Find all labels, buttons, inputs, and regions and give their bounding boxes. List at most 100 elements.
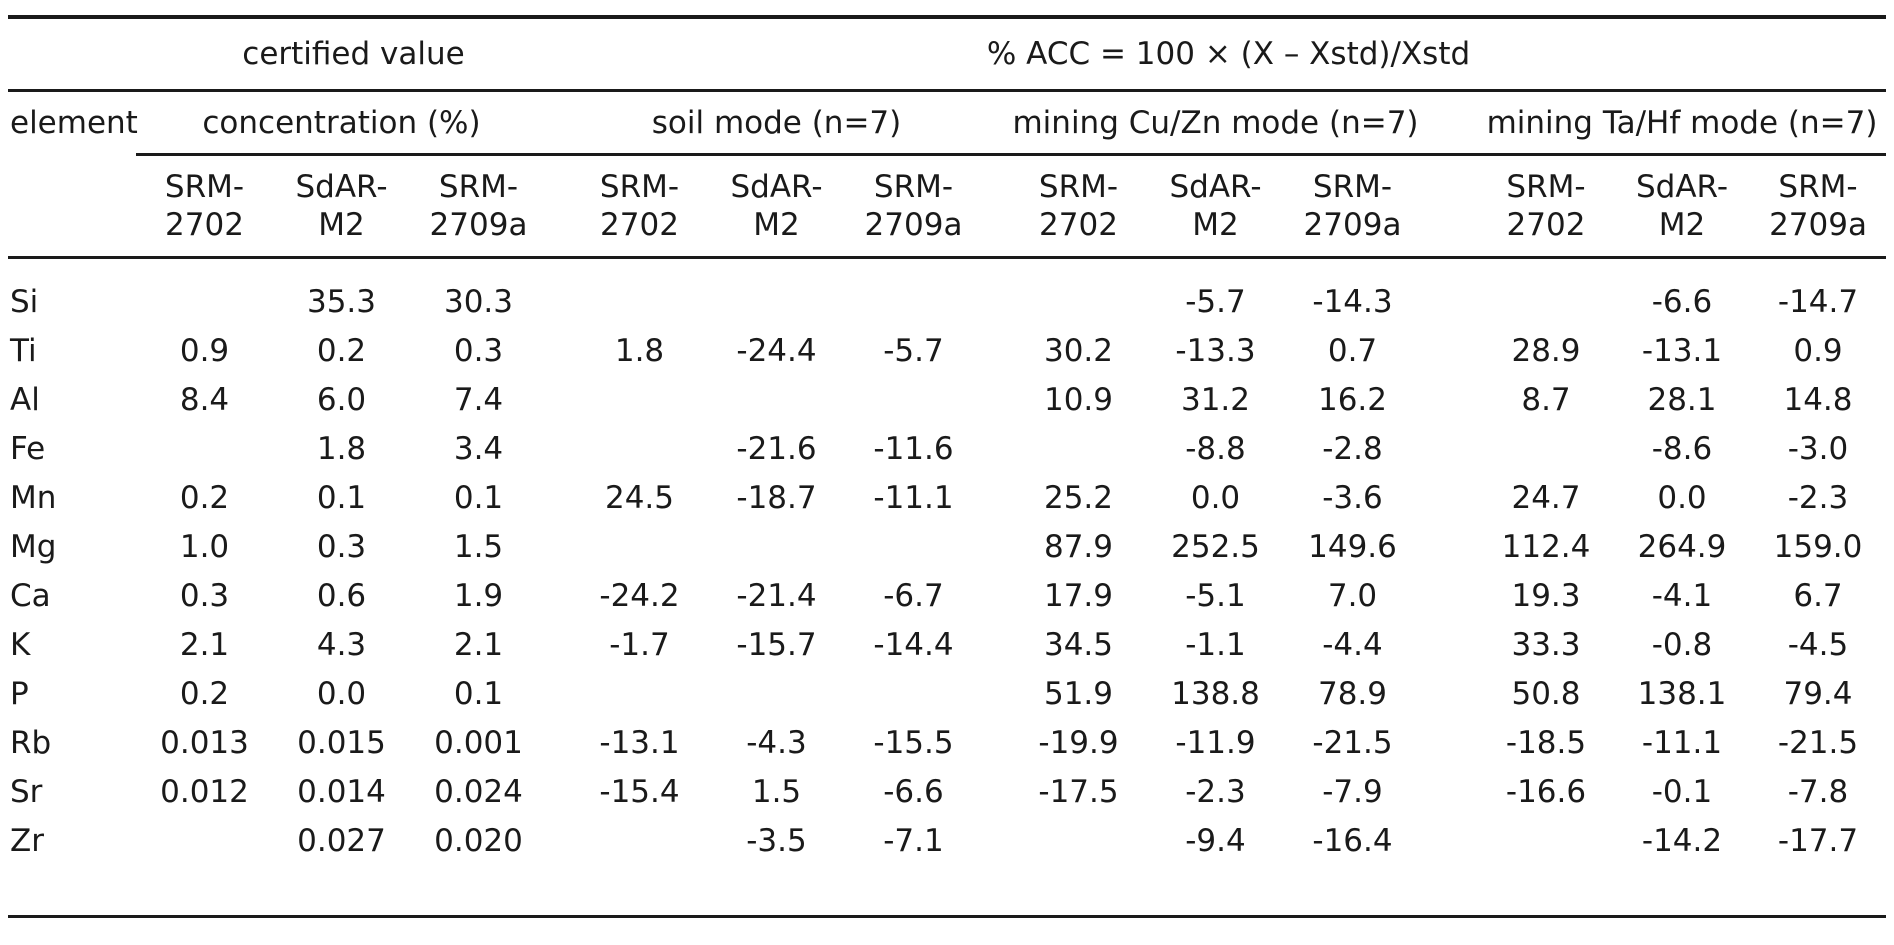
value-cell: 159.0 — [1773, 528, 1863, 565]
value-cell — [571, 669, 708, 718]
value-cell: 4.3 — [316, 626, 367, 663]
value-cell: -11.1 — [873, 479, 954, 516]
value-cell: 0.012 — [160, 773, 249, 810]
value-cell: -14.3 — [1312, 283, 1393, 320]
value-cell: 16.2 — [1317, 381, 1388, 418]
value-cell: -21.5 — [1777, 724, 1859, 761]
table-row: Mn 0.2 0.1 0.1 24.5 -18.7 -11.1 25.2 0.0 -3.6 24.7… — [8, 473, 1886, 522]
value-cell: 0.020 — [434, 822, 523, 859]
group-gap — [547, 571, 571, 620]
value-cell: -24.2 — [599, 577, 680, 614]
value-cell: 138.1 — [1637, 675, 1727, 712]
standards-header-row: SRM- 2702 SdAR- M2 SRM- 2709a SRM- 2702 SdAR- M2 S… — [8, 154, 1887, 259]
value-cell — [571, 375, 708, 424]
value-cell: -21.4 — [736, 577, 817, 614]
value-cell: 78.9 — [1317, 675, 1388, 712]
standard-header-line2: 2702 — [1039, 207, 1118, 243]
value-cell: 0.024 — [434, 773, 523, 810]
value-cell: 0.3 — [179, 577, 230, 614]
value-cell: -6.6 — [883, 773, 944, 810]
standard-header-line1: SRM- — [438, 169, 519, 205]
value-cell: 0.3 — [453, 332, 504, 369]
value-cell — [845, 277, 982, 326]
table-row: Sr 0.012 0.014 0.024 -15.4 1.5 -6.6 -17.5 -2.3 -7… — [8, 767, 1886, 816]
value-cell: -11.1 — [1641, 724, 1723, 761]
group-gap — [1421, 669, 1478, 718]
value-cell: -5.1 — [1185, 577, 1246, 614]
value-cell: 1.5 — [751, 773, 802, 810]
mining-cuzn-group-header: mining Cu/Zn mode (n=7) — [1010, 90, 1421, 156]
value-cell: -6.7 — [883, 577, 944, 614]
body-top-padding — [8, 258, 1886, 278]
table-row: Fe 1.8 3.4 -21.6 -11.6 -8.8 -2.8 -8.6 -3.0 — [8, 424, 1886, 473]
element-cell: Si — [10, 283, 39, 320]
value-cell: -17.5 — [1038, 773, 1119, 810]
value-cell — [1010, 277, 1147, 326]
value-cell: 3.4 — [453, 430, 504, 467]
value-cell — [845, 375, 982, 424]
table-row: Ca 0.3 0.6 1.9 -24.2 -21.4 -6.7 17.9 -5.1 7.0 19.3… — [8, 571, 1886, 620]
group-gap — [1421, 154, 1478, 259]
standard-header: SRM- 2709a — [845, 154, 982, 259]
value-cell: -21.6 — [736, 430, 817, 467]
value-cell: 149.6 — [1308, 528, 1397, 565]
value-cell: -0.8 — [1651, 626, 1713, 663]
value-cell: -13.1 — [599, 724, 680, 761]
value-cell: 50.8 — [1511, 675, 1581, 712]
value-cell: 0.0 — [1190, 479, 1241, 516]
group-gap — [1421, 620, 1478, 669]
standard-header: SRM- 2702 — [1478, 154, 1614, 259]
value-cell: -7.1 — [883, 822, 944, 859]
value-cell — [571, 816, 708, 865]
value-cell: 0.9 — [1793, 332, 1843, 369]
value-cell: 7.4 — [453, 381, 504, 418]
value-cell: -6.6 — [1651, 283, 1713, 320]
group-gap — [1421, 90, 1478, 156]
element-cell: P — [10, 675, 29, 712]
value-cell: 0.014 — [297, 773, 386, 810]
element-cell: Ca — [10, 577, 51, 614]
value-cell: 19.3 — [1511, 577, 1581, 614]
value-cell — [571, 522, 708, 571]
group-gap — [982, 473, 1010, 522]
value-cell: -4.4 — [1322, 626, 1383, 663]
value-cell: -19.9 — [1038, 724, 1119, 761]
group-gap — [1421, 571, 1478, 620]
value-cell: -14.4 — [873, 626, 954, 663]
value-cell: -3.6 — [1322, 479, 1383, 516]
table-row: Zr 0.027 0.020 -3.5 -7.1 -9.4 -16.4 -14.2 -17.7 — [8, 816, 1886, 865]
standard-header: SdAR- M2 — [1147, 154, 1284, 259]
element-cell: Rb — [10, 724, 52, 761]
group-gap — [982, 424, 1010, 473]
value-cell — [571, 277, 708, 326]
value-cell — [845, 669, 982, 718]
group-gap — [1421, 718, 1478, 767]
group-gap — [547, 277, 571, 326]
value-cell: 0.6 — [316, 577, 367, 614]
group-gap — [982, 326, 1010, 375]
element-cell: Al — [10, 381, 40, 418]
value-cell: 0.3 — [316, 528, 367, 565]
standard-header-line2: M2 — [1192, 207, 1239, 243]
group-gap — [982, 375, 1010, 424]
value-cell: 252.5 — [1171, 528, 1260, 565]
top-header-empty-cell — [8, 15, 136, 92]
standard-header-line2: 2702 — [165, 207, 244, 243]
table-row: Si 35.3 30.3 -5.7 -14.3 -6.6 -14.7 — [8, 277, 1886, 326]
value-cell: 0.7 — [1327, 332, 1378, 369]
value-cell: 1.8 — [614, 332, 665, 369]
group-gap — [547, 326, 571, 375]
standards-empty-cell — [8, 154, 136, 259]
value-cell: -0.1 — [1651, 773, 1713, 810]
value-cell — [708, 522, 845, 571]
value-cell: -2.8 — [1322, 430, 1383, 467]
value-cell: 28.1 — [1647, 381, 1717, 418]
element-cell: Sr — [10, 773, 43, 810]
value-cell: 28.9 — [1511, 332, 1581, 369]
value-cell: 30.3 — [443, 283, 514, 320]
value-cell: -8.8 — [1185, 430, 1246, 467]
standard-header: SdAR- M2 — [1614, 154, 1750, 259]
value-cell: -4.5 — [1787, 626, 1849, 663]
value-cell: 0.0 — [316, 675, 367, 712]
value-cell: 0.1 — [453, 479, 504, 516]
